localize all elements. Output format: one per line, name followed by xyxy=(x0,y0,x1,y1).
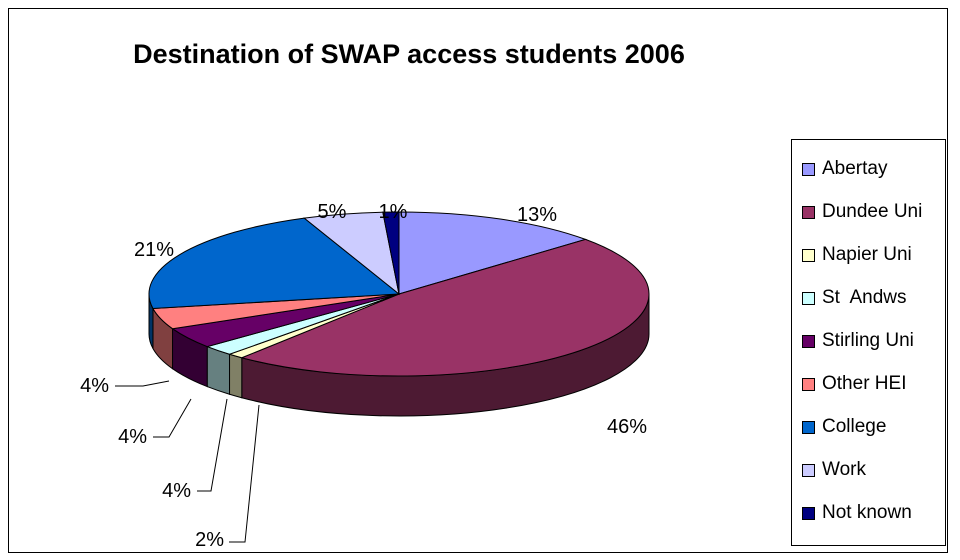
data-label-abertay: 13% xyxy=(517,204,557,226)
pie-slice-dundee-uni xyxy=(240,238,650,377)
leader-line-st-andws xyxy=(229,404,260,543)
legend-item-dundee-uni: Dundee Uni xyxy=(802,200,922,224)
chart-frame: Destination of SWAP access students 2006… xyxy=(8,8,948,553)
pie-slice-not-known xyxy=(382,211,400,295)
legend-item-abertay: Abertay xyxy=(802,157,887,181)
legend-swatch-college xyxy=(802,420,815,434)
legend-item-college: College xyxy=(802,415,886,439)
data-label-stirling-uni: 4% xyxy=(162,480,191,502)
data-label-college: 21% xyxy=(134,239,174,261)
leader-line-stirling-uni xyxy=(197,398,228,492)
legend-swatch-stirling-uni xyxy=(802,334,815,348)
legend-swatch-work xyxy=(802,463,815,477)
legend-label-napier-uni: Napier Uni xyxy=(822,244,912,265)
legend-item-napier-uni: Napier Uni xyxy=(802,243,912,267)
data-label-dundee-uni: 46% xyxy=(607,416,647,438)
legend-swatch-dundee-uni xyxy=(802,205,815,219)
data-label-not-known: 1% xyxy=(379,201,408,223)
data-label-work: 5% xyxy=(318,201,347,223)
legend-item-st-andws: St Andws xyxy=(802,286,907,310)
legend-swatch-abertay xyxy=(802,162,815,176)
leader-line-other-hei xyxy=(153,398,192,438)
legend-label-other-hei: Other HEI xyxy=(822,373,907,394)
legend-swatch-st-andws xyxy=(802,291,815,305)
pie-slice-college xyxy=(148,217,401,310)
legend-label-dundee-uni: Dundee Uni xyxy=(822,201,923,222)
data-label-st-andws: 2% xyxy=(195,529,224,551)
legend-swatch-not-known xyxy=(802,506,815,520)
legend-label-abertay: Abertay xyxy=(822,158,888,179)
legend-item-other-hei: Other HEI xyxy=(802,372,906,396)
legend-item-work: Work xyxy=(802,458,866,482)
legend-label-college: College xyxy=(822,416,887,437)
pie-slice-abertay xyxy=(398,211,588,295)
leader-line-extra-0 xyxy=(115,380,170,387)
pie-chart: 13% 46% 2% 4% 4% 21% 5% 1% 4% xyxy=(80,201,650,551)
legend-label-st-andws: St Andws xyxy=(822,287,907,308)
chart-title: Destination of SWAP access students 2006 xyxy=(133,39,685,69)
chart-legend: Abertay Dundee Uni Napier Uni St Andws Stirl… xyxy=(791,139,946,546)
legend-label-not-known: Not known xyxy=(822,502,912,523)
legend-swatch-napier-uni xyxy=(802,248,815,262)
legend-label-work: Work xyxy=(822,459,866,480)
legend-label-stirling-uni: Stirling Uni xyxy=(822,330,914,351)
data-label-other-hei: 4% xyxy=(118,426,147,448)
data-label-extra-0: 4% xyxy=(80,375,109,397)
pie-side-napier-uni xyxy=(229,353,243,399)
legend-item-not-known: Not known xyxy=(802,501,912,525)
legend-swatch-other-hei xyxy=(802,377,815,391)
legend-item-stirling-uni: Stirling Uni xyxy=(802,329,914,353)
